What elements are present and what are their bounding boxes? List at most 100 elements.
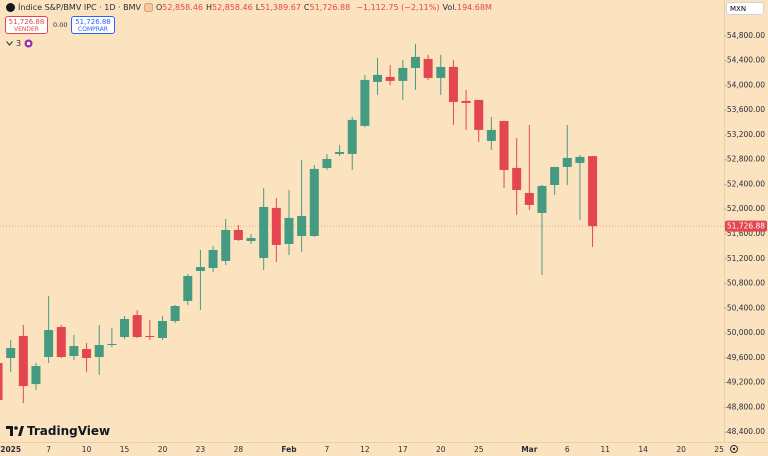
- y-tick-label: 52,800.00: [727, 155, 765, 164]
- candle-body: [107, 344, 117, 346]
- ohlc-label: C: [303, 3, 310, 12]
- y-tick-label: 49,600.00: [727, 353, 765, 362]
- indicator-icon: [24, 39, 33, 48]
- y-tick-label: 48,800.00: [727, 402, 765, 411]
- y-tick-label: 50,000.00: [727, 328, 765, 337]
- candle-body: [69, 346, 79, 357]
- candle-body: [474, 99, 484, 130]
- candle-body: [183, 275, 193, 301]
- candle-body: [56, 326, 66, 358]
- symbol-icon: [6, 3, 15, 12]
- x-tick-label: 17: [398, 445, 408, 454]
- sell-price: 51,726.88: [8, 18, 45, 26]
- candle-body: [120, 318, 130, 338]
- sell-label: VENDER: [14, 26, 39, 33]
- candle-body: [335, 151, 345, 154]
- x-tick-label: 20: [436, 445, 446, 454]
- y-tick-label: 50,800.00: [727, 279, 765, 288]
- buy-label: COMPRAR: [78, 26, 108, 33]
- y-tick-label: 52,000.00: [727, 204, 765, 213]
- y-tick-label: 50,400.00: [727, 303, 765, 312]
- candle-body: [170, 305, 180, 321]
- x-tick-label: 23: [196, 445, 206, 454]
- candle-body: [297, 215, 307, 236]
- currency-selector[interactable]: MXN: [726, 2, 764, 15]
- symbol-title[interactable]: Índice S&P/BMV IPC · 1D · BMV: [18, 3, 141, 12]
- ohlc-label: L: [255, 3, 261, 12]
- volume-value: 194.68M: [456, 3, 492, 12]
- candle-body: [233, 229, 243, 241]
- chevron-icon: [6, 41, 13, 46]
- x-tick-label: 25: [714, 445, 724, 454]
- candle-body: [44, 330, 54, 358]
- y-tick-label: 51,200.00: [727, 254, 765, 263]
- x-tick-label: 25: [474, 445, 484, 454]
- x-tick-label: 6: [565, 445, 570, 454]
- y-tick-label: 54,000.00: [727, 80, 765, 89]
- volume-label: Vol.: [442, 3, 457, 12]
- logo: TradingView: [6, 424, 110, 438]
- ohlc-value: 51,389.67: [260, 3, 301, 12]
- candle-body: [0, 363, 3, 401]
- candle-body: [157, 320, 167, 338]
- y-tick-label: 54,400.00: [727, 56, 765, 65]
- candle-body: [259, 206, 269, 259]
- x-tick-label: 20: [158, 445, 168, 454]
- indicators-count: 3: [16, 39, 22, 48]
- candle-body: [436, 66, 446, 78]
- y-tick-label: 48,400.00: [727, 427, 765, 436]
- ohlc-value: 52,858.46: [162, 3, 203, 12]
- candle-body: [588, 156, 598, 227]
- x-tick-label: 28: [234, 445, 244, 454]
- logo-text: TradingView: [27, 424, 111, 438]
- candle-body: [410, 56, 420, 68]
- x-tick-label: 15: [120, 445, 130, 454]
- x-tick-label: 14: [638, 445, 648, 454]
- header: Índice S&P/BMV IPC · 1D · BMV O52,858.46…: [6, 3, 492, 12]
- x-tick-label: 7: [325, 445, 330, 454]
- settings-icon[interactable]: [729, 444, 739, 454]
- buy-button[interactable]: 51,726.88 COMPRAR: [71, 16, 115, 34]
- x-tick-label: 10: [82, 445, 92, 454]
- candle-body: [6, 348, 16, 358]
- candle-body: [448, 66, 458, 102]
- candle-body: [499, 120, 509, 170]
- candle-body: [512, 167, 522, 190]
- x-tick-label: 11: [600, 445, 610, 454]
- ohlc: O52,858.46 H52,858.46 L51,389.67 C51,726.88: [156, 3, 353, 12]
- candle-body: [195, 266, 205, 272]
- x-tick-label: Mar: [521, 445, 538, 454]
- candle-body: [82, 349, 92, 358]
- x-tick-label: Feb: [281, 445, 297, 454]
- candle-body: [537, 185, 547, 213]
- candle-body: [373, 74, 383, 82]
- candle-body: [132, 315, 142, 338]
- candle-body: [208, 249, 218, 268]
- candle-body: [486, 129, 496, 141]
- sell-button[interactable]: 51,726.88 VENDER: [5, 16, 48, 34]
- x-tick-label: 7: [46, 445, 51, 454]
- candle-body: [360, 79, 370, 126]
- candle-body: [31, 366, 41, 385]
- y-tick-label: 51,600.00: [727, 229, 765, 238]
- candle-body: [284, 217, 294, 244]
- spread: 0.00: [53, 21, 68, 29]
- ohlc-label: H: [206, 3, 213, 12]
- last-price-label: 51,726.88: [727, 222, 765, 231]
- logo-icon: [6, 426, 24, 436]
- candle-body: [309, 168, 319, 236]
- candle-body: [575, 156, 585, 163]
- y-tick-label: 52,400.00: [727, 179, 765, 188]
- plot-area: [0, 43, 724, 404]
- candle-body: [423, 58, 433, 78]
- x-tick-label: 20: [676, 445, 686, 454]
- indicators-toggle[interactable]: 3: [6, 39, 33, 48]
- candle-body: [562, 157, 572, 167]
- candle-body: [221, 229, 231, 261]
- x-tick-label: 12: [360, 445, 370, 454]
- flag-icon[interactable]: [143, 3, 153, 12]
- last-price-tag: [725, 220, 767, 232]
